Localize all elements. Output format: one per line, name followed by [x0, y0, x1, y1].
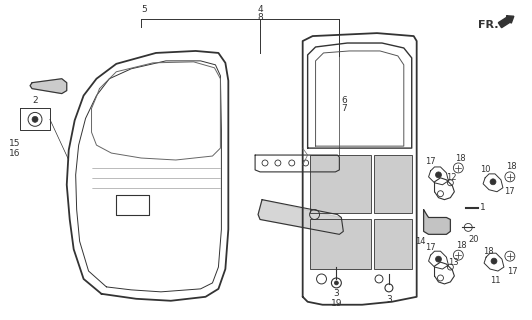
Text: 3: 3: [386, 295, 392, 304]
Circle shape: [491, 258, 497, 264]
Circle shape: [490, 179, 496, 185]
Text: 18: 18: [483, 247, 493, 256]
Text: 6: 6: [342, 96, 347, 105]
Text: 15: 15: [9, 139, 20, 148]
Circle shape: [32, 116, 38, 122]
Text: 11: 11: [490, 276, 500, 285]
Text: 1: 1: [480, 203, 486, 212]
Text: FR.: FR.: [478, 20, 498, 30]
Text: 8: 8: [257, 13, 263, 22]
Bar: [310, 220, 371, 269]
Polygon shape: [423, 210, 451, 234]
Text: 2: 2: [32, 96, 38, 105]
Text: 20: 20: [468, 235, 478, 244]
Text: 16: 16: [9, 148, 20, 157]
Text: 18: 18: [456, 241, 467, 250]
Text: 12: 12: [446, 173, 456, 182]
Text: 17: 17: [508, 267, 518, 276]
Text: 4: 4: [257, 5, 263, 14]
Bar: [310, 155, 371, 212]
Text: 17: 17: [425, 243, 436, 252]
FancyArrow shape: [498, 16, 514, 28]
Text: 10: 10: [480, 165, 491, 174]
Polygon shape: [258, 200, 343, 234]
Text: 19: 19: [330, 299, 342, 308]
Circle shape: [335, 281, 338, 285]
Text: 14: 14: [415, 237, 426, 246]
Text: 5: 5: [141, 5, 147, 14]
Circle shape: [436, 172, 442, 178]
Circle shape: [436, 256, 442, 262]
Text: 18: 18: [455, 154, 466, 163]
Text: 18: 18: [506, 163, 517, 172]
Bar: [374, 155, 412, 212]
Polygon shape: [30, 79, 66, 93]
Bar: [374, 220, 412, 269]
Text: 7: 7: [342, 104, 347, 113]
Text: 13: 13: [448, 258, 459, 267]
Text: 17: 17: [504, 187, 515, 196]
Text: 3: 3: [334, 289, 339, 298]
Text: 17: 17: [425, 157, 436, 166]
